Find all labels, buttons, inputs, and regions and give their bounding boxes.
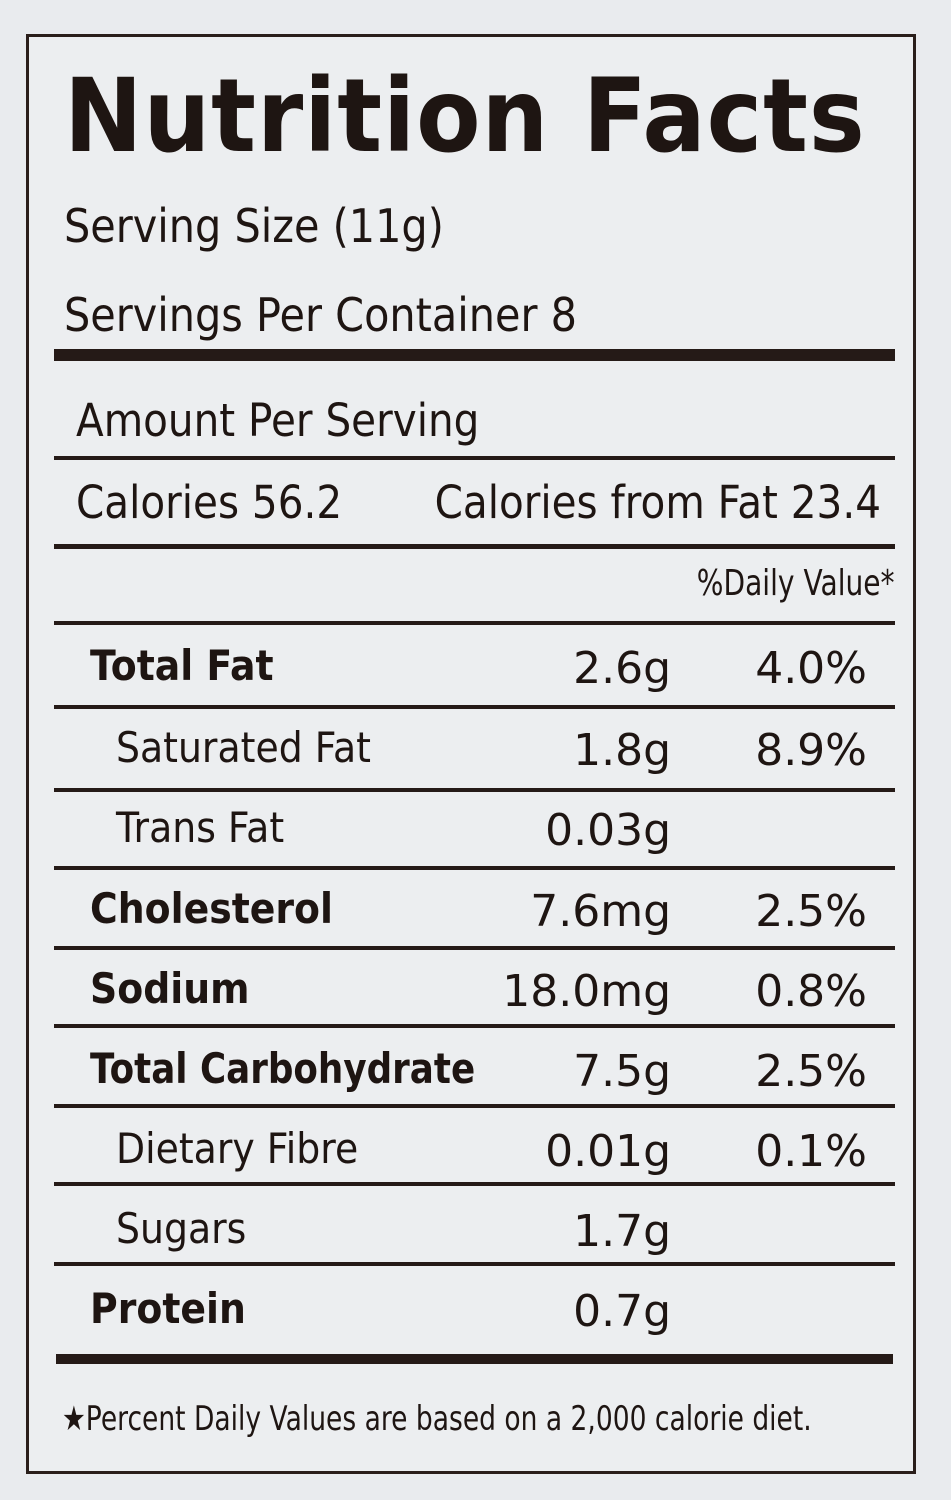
nutrient-name-cholesterol: Cholesterol xyxy=(90,884,333,933)
thick-divider-top xyxy=(54,349,895,361)
nutrient-dv-cholesterol: 2.5% xyxy=(755,886,867,937)
nutrient-name-saturated-fat: Saturated Fat xyxy=(116,723,371,772)
nutrient-name-dietary-fibre: Dietary Fibre xyxy=(116,1124,359,1173)
nutrient-name-trans-fat: Trans Fat xyxy=(116,803,285,852)
label-title: Nutrition Facts xyxy=(64,57,866,176)
nutrient-dv-total-carbohydrate: 2.5% xyxy=(755,1046,867,1097)
nutrient-amount-trans-fat: 0.03g xyxy=(545,805,671,856)
nutrient-dv-sodium: 0.8% xyxy=(755,966,867,1017)
nutrient-amount-sodium: 18.0mg xyxy=(502,966,671,1017)
amount-per-serving: Amount Per Serving xyxy=(76,394,480,447)
nutrient-name-total-carbohydrate: Total Carbohydrate xyxy=(90,1044,476,1093)
divider-row xyxy=(54,1024,895,1028)
nutrient-name-sugars: Sugars xyxy=(116,1204,247,1253)
nutrient-name-protein: Protein xyxy=(90,1284,246,1333)
servings-per-container: Servings Per Container 8 xyxy=(64,288,577,342)
nutrient-amount-total-fat: 2.6g xyxy=(573,643,671,694)
thick-divider-bottom xyxy=(56,1354,893,1364)
nutrient-name-sodium: Sodium xyxy=(90,964,250,1013)
calories-value: Calories 56.2 xyxy=(76,476,343,529)
divider-row xyxy=(54,705,895,709)
nutrient-amount-saturated-fat: 1.8g xyxy=(573,725,671,776)
nutrient-amount-dietary-fibre: 0.01g xyxy=(545,1126,671,1177)
daily-value-header: %Daily Value* xyxy=(697,563,895,604)
divider-header xyxy=(54,621,895,625)
nutrient-amount-total-carbohydrate: 7.5g xyxy=(573,1046,671,1097)
divider-row xyxy=(54,1182,895,1186)
nutrient-name-total-fat: Total Fat xyxy=(90,641,274,690)
divider-calories-top xyxy=(54,456,895,460)
divider-row xyxy=(54,788,895,792)
divider-calories-bottom xyxy=(54,544,895,549)
calories-from-fat: Calories from Fat 23.4 xyxy=(434,476,881,529)
divider-row xyxy=(54,946,895,950)
nutrition-label-panel xyxy=(26,34,916,1474)
nutrient-amount-protein: 0.7g xyxy=(573,1286,671,1337)
nutrient-amount-sugars: 1.7g xyxy=(573,1206,671,1257)
divider-row xyxy=(54,1104,895,1108)
divider-row xyxy=(54,866,895,870)
nutrient-dv-saturated-fat: 8.9% xyxy=(755,725,867,776)
nutrient-dv-total-fat: 4.0% xyxy=(755,643,867,694)
nutrient-amount-cholesterol: 7.6mg xyxy=(530,886,671,937)
footnote: ★Percent Daily Values are based on a 2,0… xyxy=(62,1399,812,1439)
serving-size: Serving Size (11g) xyxy=(64,199,444,253)
nutrient-dv-dietary-fibre: 0.1% xyxy=(755,1126,867,1177)
divider-row xyxy=(54,1262,895,1266)
